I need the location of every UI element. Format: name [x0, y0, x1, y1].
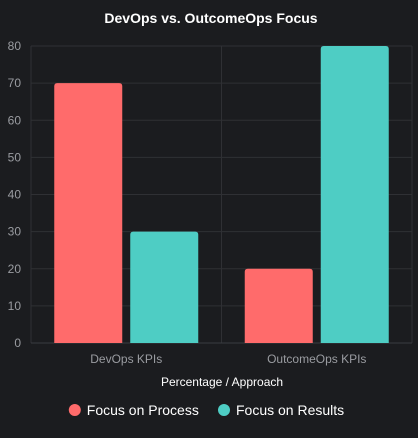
x-tick-label: OutcomeOps KPIs	[267, 352, 366, 366]
y-axis-ticks: 0 10 20 30 40 50 60 70 80	[8, 39, 22, 350]
legend-swatch	[68, 404, 81, 416]
x-axis-ticks: DevOps KPIs OutcomeOps KPIs	[90, 352, 366, 366]
legend-label: Focus on Results	[236, 402, 344, 418]
bar-focus-on-results-devops-kpis	[130, 231, 199, 343]
x-axis-label: Percentage / Approach	[161, 375, 283, 389]
x-tick-label: DevOps KPIs	[90, 352, 162, 366]
y-tick-label: 10	[8, 299, 22, 313]
y-tick-label: 30	[8, 225, 22, 239]
y-tick-label: 70	[8, 76, 22, 90]
bar-focus-on-results-outcomeops-kpis	[320, 46, 389, 343]
legend: Focus on Process Focus on Results	[68, 402, 344, 418]
y-tick-label: 40	[8, 188, 22, 202]
legend-label: Focus on Process	[87, 402, 199, 418]
y-tick-label: 0	[14, 336, 21, 350]
chart-title: DevOps vs. OutcomeOps Focus	[104, 10, 317, 26]
bar-focus-on-process-outcomeops-kpis	[244, 268, 313, 343]
y-tick-label: 50	[8, 150, 22, 164]
legend-swatch	[218, 404, 230, 416]
y-tick-label: 80	[8, 39, 22, 53]
legend-item-focus-on-results[interactable]: Focus on Results	[218, 402, 344, 418]
bars	[54, 46, 389, 343]
bar-focus-on-process-devops-kpis	[54, 83, 123, 343]
y-tick-label: 20	[8, 262, 22, 276]
legend-item-focus-on-process[interactable]: Focus on Process	[68, 402, 199, 418]
y-tick-label: 60	[8, 113, 22, 127]
